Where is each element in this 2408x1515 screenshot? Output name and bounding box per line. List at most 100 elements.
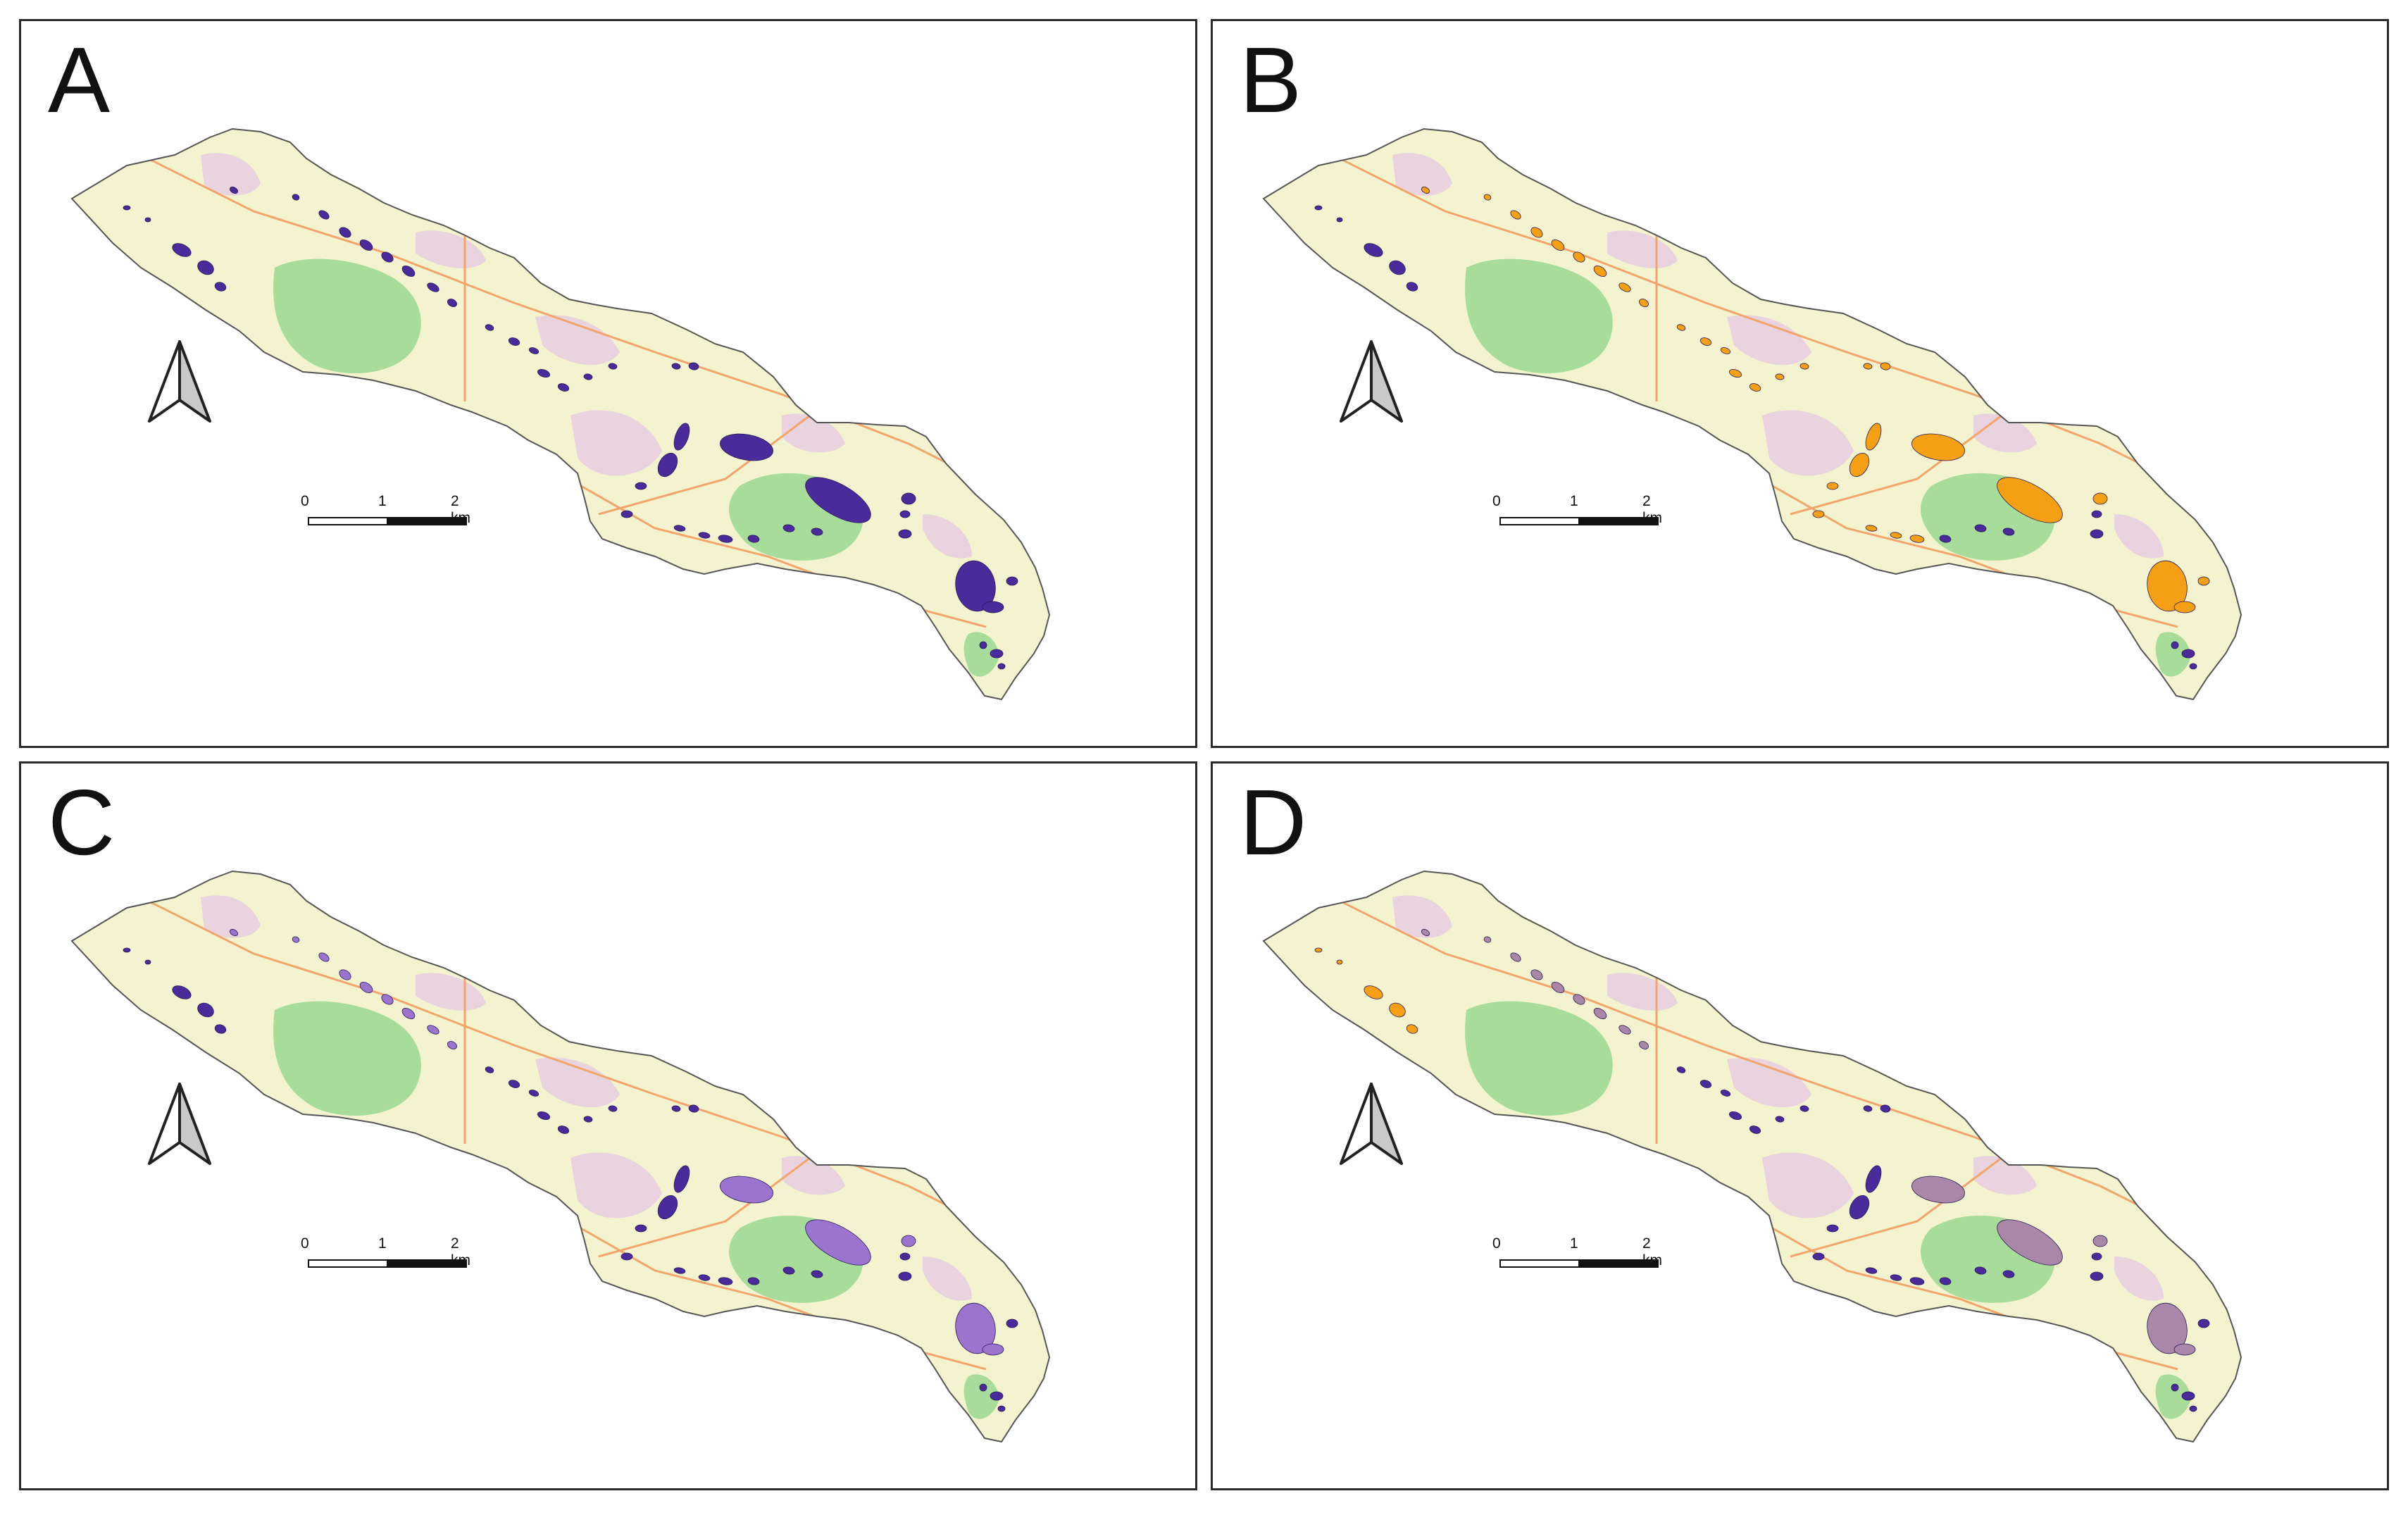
scale-segment-light (1501, 1261, 1580, 1266)
habitat-patch (635, 1224, 647, 1233)
habitat-patch (718, 535, 733, 543)
habitat-patch (2092, 492, 2108, 505)
habitat-patch (1880, 362, 1891, 370)
habitat-patch (537, 368, 551, 378)
urban-area (416, 230, 486, 268)
panel-letter: A (48, 28, 111, 132)
urban-area (535, 315, 620, 366)
forest-area (273, 258, 421, 373)
habitat-patch (811, 528, 823, 536)
habitat-patch (1865, 1165, 1882, 1193)
habitat-patch (1006, 576, 1018, 586)
catchment-map (1262, 870, 2242, 1443)
habitat-patch (990, 649, 1004, 659)
habitat-patch (1974, 1266, 1987, 1275)
habitat-patch (608, 363, 618, 370)
habitat-patch (1863, 1105, 1873, 1112)
habitat-patch (2002, 528, 2015, 536)
habitat-patch (2171, 1383, 2179, 1392)
scale-segment-light (309, 518, 388, 524)
catchment-boundary (1262, 870, 2242, 1443)
scale-tick-0: 0 (301, 493, 309, 509)
habitat-patch (1551, 982, 1565, 993)
habitat-patch (901, 1235, 916, 1247)
habitat-patch (1849, 452, 1870, 478)
habitat-patch (292, 936, 300, 943)
habitat-patch (1573, 994, 1585, 1005)
urban-area (570, 410, 662, 476)
habitat-patch (2147, 560, 2188, 612)
habitat-patch (1639, 1041, 1649, 1049)
habitat-patch (318, 210, 330, 220)
habitat-patch (123, 947, 131, 953)
habitat-patch (1618, 1025, 1631, 1035)
catchment-area (72, 871, 1049, 1442)
habitat-patch (359, 982, 373, 993)
habitat-patch (747, 1277, 760, 1285)
habitat-patch (1421, 929, 1430, 936)
habitat-patch (1364, 243, 1383, 257)
map-panel-a: A 0 1 2 km (19, 19, 1197, 748)
habitat-patch (782, 1266, 795, 1275)
habitat-patch (528, 347, 539, 354)
habitat-patch (2091, 510, 2102, 518)
habitat-patch (805, 1219, 871, 1266)
habitat-patch (339, 227, 351, 238)
habitat-patch (2092, 1235, 2108, 1247)
road-line (133, 892, 1036, 1251)
habitat-patch (1314, 205, 1323, 211)
habitat-patch (901, 492, 916, 505)
habitat-patch (2090, 1271, 2104, 1281)
habitat-patch (982, 1343, 1004, 1356)
habitat-patch (230, 929, 238, 936)
habitat-patch (144, 217, 151, 223)
habitat-patch (620, 1252, 633, 1261)
habitat-patch (620, 510, 633, 518)
urban-area (923, 514, 972, 559)
urban-area (782, 1156, 845, 1195)
catchment-area (1264, 129, 2241, 699)
map-panel-b: B 0 1 2 km (1211, 19, 2389, 748)
urban-area (2114, 514, 2164, 559)
habitat-patch (1593, 1008, 1607, 1019)
habitat-patch (447, 1041, 457, 1049)
habitat-patch (1997, 477, 2063, 523)
habitat-patch (1799, 1105, 1809, 1112)
urban-area (2114, 1257, 2164, 1301)
habitat-patch (2173, 601, 2196, 613)
urban-area (1607, 973, 1678, 1011)
habitat-patch (657, 452, 678, 478)
habitat-patch (1510, 952, 1521, 962)
urban-area (201, 153, 261, 196)
catchment-area (1264, 871, 2241, 1442)
urban-area (1973, 1156, 2037, 1195)
habitat-patch (2189, 1405, 2197, 1412)
scale-segment-light (1501, 518, 1580, 524)
habitat-patch (747, 535, 760, 543)
urban-area (1762, 1152, 1854, 1218)
urban-area (1727, 1057, 1811, 1108)
habitat-patch (979, 641, 987, 649)
habitat-patch (1880, 1104, 1891, 1113)
habitat-patch (485, 1066, 494, 1073)
habitat-patch (1389, 260, 1406, 275)
habitat-patch (671, 363, 681, 370)
north-arrow-icon (1340, 340, 1403, 423)
scale-tick-0: 0 (1492, 493, 1501, 509)
habitat-patch (1699, 337, 1712, 346)
habitat-patch (1699, 1080, 1712, 1088)
habitat-patch (1639, 299, 1649, 307)
habitat-patch (1974, 524, 1987, 532)
habitat-patch (1911, 1176, 1965, 1204)
habitat-patch (899, 1252, 911, 1261)
habitat-patch (899, 510, 911, 518)
habitat-patch (657, 1195, 678, 1220)
habitat-patch (1618, 282, 1631, 292)
urban-area (1392, 895, 1452, 938)
habitat-patch (1006, 1318, 1018, 1328)
habitat-patch (1812, 510, 1825, 518)
habitat-patch (1865, 1267, 1878, 1274)
habitat-patch (1826, 1224, 1839, 1233)
urban-area (782, 413, 845, 453)
habitat-patch (955, 1302, 996, 1354)
